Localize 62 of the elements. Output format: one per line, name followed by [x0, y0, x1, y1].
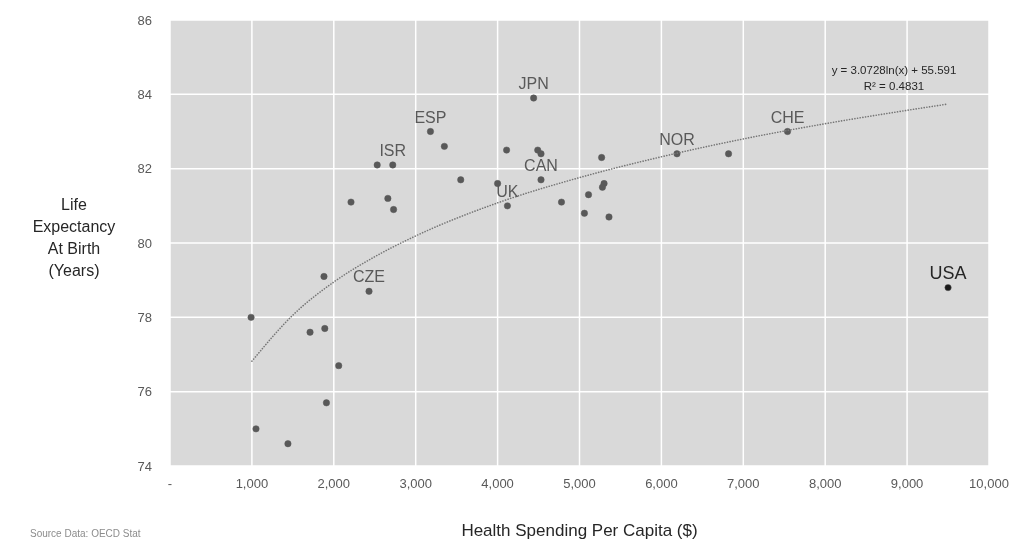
- annotation: UK: [496, 182, 519, 200]
- y-tick-label: 74: [137, 458, 152, 474]
- x-tick-label: 3,000: [399, 476, 432, 491]
- point: [384, 194, 392, 202]
- x-tick-label: 5,000: [563, 476, 596, 491]
- annotation: JPN: [518, 75, 549, 93]
- x-tick-label: 4,000: [481, 476, 514, 491]
- annotation: R² = 0.4831: [863, 80, 925, 92]
- y-tick-label: 78: [137, 309, 152, 325]
- point: [725, 150, 733, 158]
- point: [426, 128, 434, 135]
- point: [537, 176, 545, 184]
- x-tick-label: 9,000: [890, 476, 924, 491]
- point: [503, 146, 511, 154]
- point: [320, 273, 328, 280]
- y-tick-label: 86: [137, 12, 152, 28]
- point: [347, 198, 355, 206]
- x-tick-label: 6,000: [645, 476, 678, 491]
- point: [440, 142, 448, 150]
- point: [585, 191, 592, 199]
- point: [605, 213, 613, 221]
- annotation: ISR: [379, 141, 407, 159]
- point: [503, 202, 511, 210]
- point: [373, 161, 381, 169]
- y-tick-label: 80: [137, 235, 152, 251]
- point: [530, 94, 538, 102]
- point: [365, 287, 373, 295]
- annotation: CZE: [353, 268, 386, 286]
- x-tick-label: 2,000: [317, 476, 351, 491]
- point: [598, 183, 606, 191]
- point: [598, 154, 606, 161]
- point: [457, 176, 465, 184]
- point: [944, 284, 952, 292]
- source-note: Source Data: OECD Stat: [30, 528, 141, 539]
- x-tick-label: 1,000: [235, 476, 269, 491]
- point: [321, 325, 329, 332]
- y-axis-title: Life Expectancy At Birth (Years): [32, 196, 116, 279]
- annotation: ESP: [414, 108, 447, 126]
- point: [558, 198, 565, 206]
- x-axis-title: Health Spending Per Capita ($): [461, 521, 698, 540]
- point: [390, 206, 398, 213]
- point: [322, 399, 330, 407]
- x-tick-label: -: [167, 476, 173, 491]
- point: [284, 440, 292, 448]
- x-tick-label: 10,000: [969, 476, 1009, 491]
- annotation: NOR: [659, 130, 695, 148]
- annotation: y = 3.0728ln(x) + 55.591: [831, 64, 957, 76]
- point: [306, 328, 314, 336]
- x-tick-label: 8,000: [808, 476, 842, 491]
- x-tick-label: 7,000: [727, 476, 760, 491]
- annotation: CAN: [524, 156, 558, 174]
- point: [252, 425, 260, 433]
- point: [247, 313, 255, 321]
- point: [537, 150, 545, 158]
- y-tick-label: 82: [137, 161, 152, 177]
- annotation: USA: [929, 262, 967, 283]
- point: [335, 362, 343, 370]
- y-tick-label: 76: [137, 384, 152, 400]
- annotation: CHE: [770, 108, 805, 126]
- y-tick-label: 84: [137, 86, 152, 102]
- point: [580, 209, 588, 217]
- point: [389, 161, 397, 169]
